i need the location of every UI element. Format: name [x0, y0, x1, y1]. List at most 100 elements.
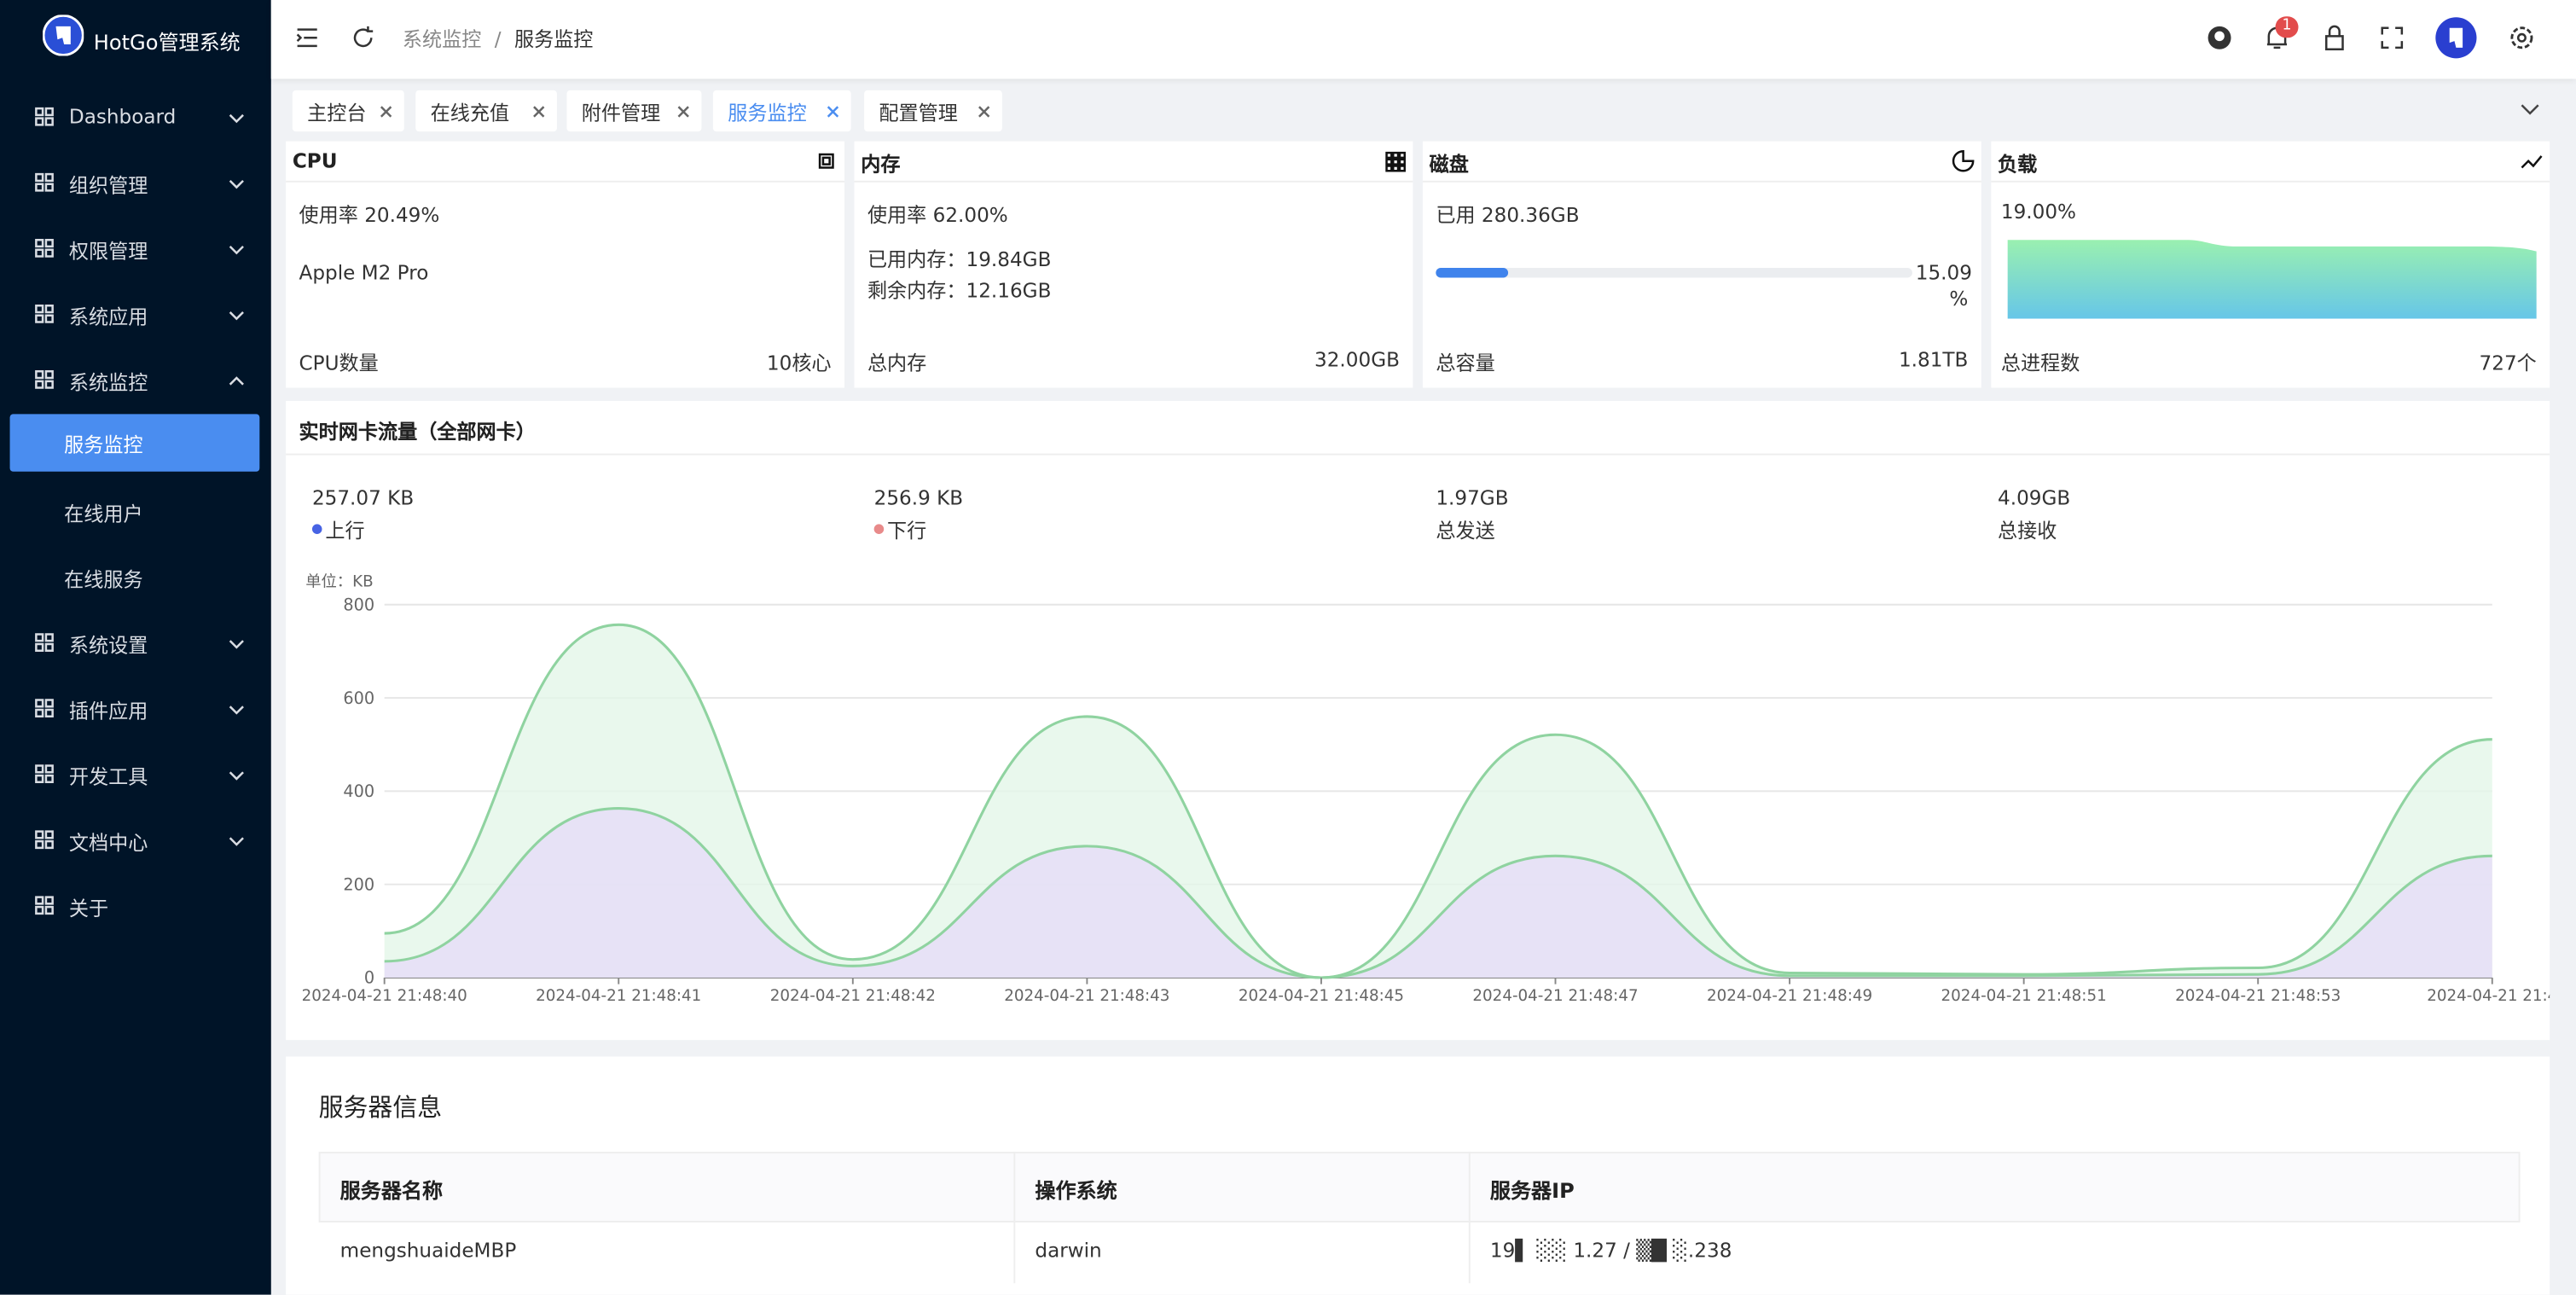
- menu-item[interactable]: 组织管理: [0, 153, 271, 212]
- tab[interactable]: 附件管理: [566, 90, 702, 132]
- tab[interactable]: 服务监控: [712, 90, 851, 132]
- chevron: [229, 837, 244, 846]
- menu-label: 系统设置: [68, 634, 148, 658]
- menu-icon: [35, 238, 54, 258]
- breadcrumb-separator: /: [494, 27, 502, 51]
- card-footer-value: 10核心: [766, 351, 832, 375]
- menu-item[interactable]: 权限管理: [0, 218, 271, 277]
- series-line: [384, 623, 2492, 979]
- menu-label: 组织管理: [68, 174, 148, 198]
- x-tick-label: 2024-04-21 21:4: [2427, 987, 2550, 1005]
- stat-label: 总接收: [1998, 519, 2057, 543]
- fullscreen-icon[interactable]: [2377, 23, 2407, 53]
- sidebar: HotGo管理系统 Dashboard 组织管理权限管理系统应用系统监控服务监控在…: [0, 0, 271, 1295]
- menu-label: 开发工具: [68, 765, 148, 789]
- breadcrumb-item[interactable]: 系统监控: [402, 27, 482, 51]
- breadcrumb-item[interactable]: 服务监控: [513, 27, 594, 51]
- menu-icon: [35, 370, 54, 389]
- stat-label: 上行: [325, 519, 365, 543]
- card-icon: [818, 153, 834, 169]
- stat-value: 1.97GB: [1436, 486, 1509, 510]
- table-header: [318, 1152, 2521, 1222]
- column-header: 服务器名称: [339, 1177, 444, 1203]
- brand: HotGo管理系统: [93, 29, 241, 55]
- metric-card: 负载 19.00% 总进程数 727个: [1991, 141, 2550, 388]
- legend-dot: [311, 524, 322, 534]
- menu-item[interactable]: 文档中心: [0, 810, 271, 869]
- menu-item[interactable]: 插件应用: [0, 678, 271, 737]
- chevron: [229, 376, 244, 386]
- breadcrumb: 系统监控 / 服务监控: [403, 25, 594, 53]
- stat-value: 256.9 KB: [873, 486, 964, 510]
- server-title: 服务器信息: [318, 1092, 443, 1123]
- x-tick-label: 2024-04-21 21:48:49: [1707, 987, 1872, 1005]
- menu-label: Dashboard: [68, 105, 177, 129]
- menu-item[interactable]: 关于: [0, 876, 271, 935]
- card-icon: [1952, 149, 1975, 172]
- stat-value: 4.09GB: [1998, 486, 2071, 510]
- card-header: 负载: [1991, 142, 2550, 183]
- avatar[interactable]: [2434, 16, 2477, 59]
- progress-label: 15.09 %: [1915, 261, 1972, 311]
- menu-icon: [35, 304, 54, 323]
- x-tick-label: 2024-04-21 21:48:40: [302, 987, 467, 1005]
- chevron: [229, 179, 244, 189]
- tab[interactable]: 在线充值: [415, 90, 557, 132]
- menu-item[interactable]: Dashboard: [0, 87, 271, 146]
- submenu-item[interactable]: 在线服务: [0, 547, 271, 606]
- menu-icon: [35, 764, 54, 784]
- menu-icon: [35, 699, 54, 717]
- chevron: [229, 771, 244, 781]
- y-tick-label: 800: [343, 595, 374, 615]
- logo: [43, 15, 84, 56]
- github-icon[interactable]: [2205, 23, 2235, 53]
- menu-icon: [35, 896, 54, 915]
- x-tick-label: 2024-04-21 21:48:47: [1472, 987, 1638, 1005]
- submenu-label: 在线用户: [64, 502, 143, 526]
- submenu-item[interactable]: 在线用户: [0, 481, 271, 540]
- submenu-item[interactable]: 服务监控: [9, 414, 260, 472]
- card-title: 负载: [1998, 153, 2038, 177]
- settings-icon[interactable]: [2507, 23, 2537, 53]
- column-divider: [1013, 1152, 1016, 1284]
- legend-dot: [873, 524, 885, 534]
- series-line: [384, 807, 2492, 979]
- tab-close[interactable]: [672, 100, 695, 123]
- stat-label: 总发送: [1436, 519, 1495, 543]
- tab-close[interactable]: [821, 100, 844, 123]
- chevron: [229, 113, 244, 124]
- x-tick-label: 2024-04-21 21:48:53: [2175, 987, 2341, 1005]
- card-line: 已用 280.36GB: [1436, 203, 1580, 227]
- card-line: 剩余内存：12.16GB: [867, 279, 1052, 303]
- column-header: 操作系统: [1035, 1177, 1117, 1203]
- lock-icon[interactable]: [2320, 23, 2350, 53]
- stat-label: 下行: [887, 519, 927, 543]
- traffic-chart: 单位：KB 0 200 400 600 800 2024-04-21 21:48:40 202…: [302, 573, 2550, 1005]
- refresh-icon[interactable]: [350, 25, 376, 51]
- network-panel: 实时网卡流量（全部网卡） 257.07 KB 上行 256.9 KB 下行 1.97GB…: [286, 400, 2550, 1041]
- menu-item[interactable]: 系统应用: [0, 284, 271, 343]
- card-title: CPU: [292, 149, 338, 173]
- menu-item[interactable]: 系统监控: [0, 350, 271, 409]
- menu-label: 插件应用: [68, 700, 148, 723]
- tab-close[interactable]: [374, 100, 397, 123]
- tab[interactable]: 主控台: [292, 90, 404, 132]
- card-line: Apple M2 Pro: [299, 261, 429, 285]
- card-line: 使用率 20.49%: [299, 203, 440, 227]
- card-footer-label: 总进程数: [2000, 351, 2080, 375]
- collapse-icon[interactable]: [294, 25, 321, 51]
- stat-value: 257.07 KB: [311, 486, 415, 510]
- chevron: [229, 706, 244, 715]
- menu-item[interactable]: 系统设置: [0, 613, 271, 671]
- menu-item[interactable]: 开发工具: [0, 744, 271, 803]
- tabs-dropdown[interactable]: [2519, 100, 2542, 119]
- tab[interactable]: 配置管理: [864, 90, 1002, 132]
- card-line: 使用率 62.00%: [867, 203, 1008, 227]
- x-tick-label: 2024-04-21 21:48:43: [1004, 987, 1169, 1005]
- card-footer-label: CPU数量: [299, 351, 379, 375]
- tab-close[interactable]: [527, 100, 550, 123]
- tab-close[interactable]: [972, 100, 995, 123]
- submenu-label: 服务监控: [64, 433, 143, 457]
- series-area: [384, 808, 2492, 978]
